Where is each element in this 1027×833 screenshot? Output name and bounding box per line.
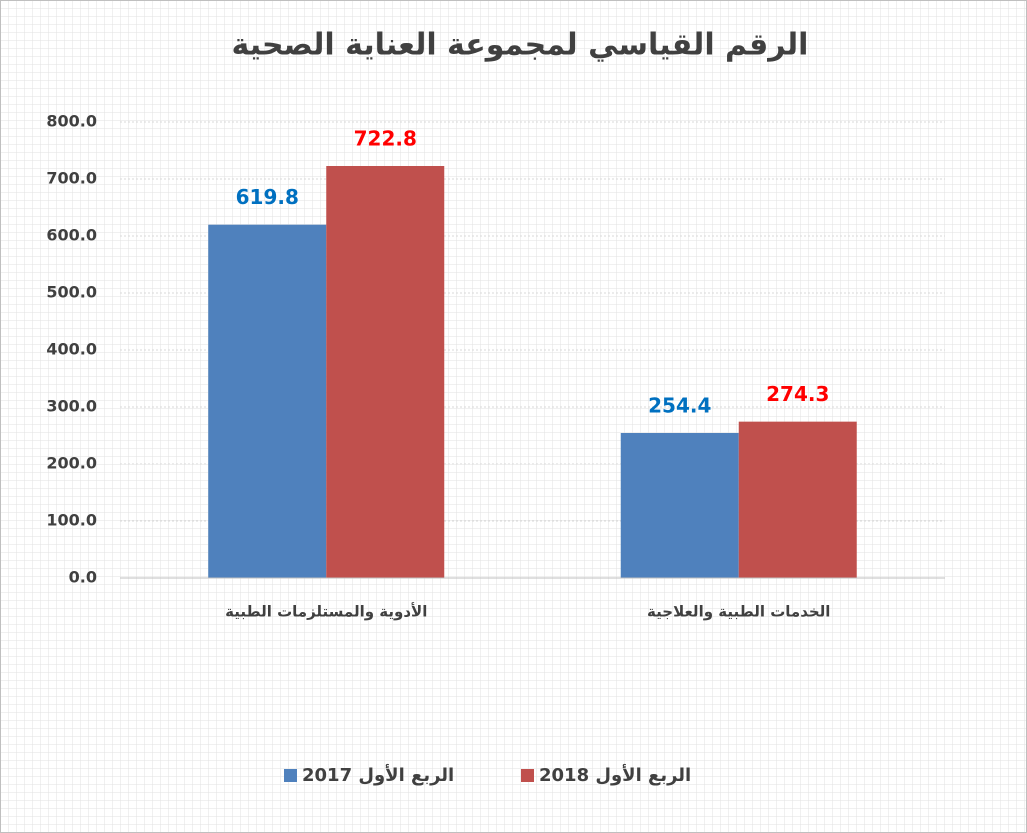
legend-swatch [521,769,534,782]
y-tick-label: 300.0 [46,397,97,416]
y-tick-label: 800.0 [46,112,97,131]
legend-swatch [284,769,297,782]
bar [208,224,327,579]
bar [620,432,739,578]
data-label: 274.3 [766,382,829,406]
legend-label: الربع الأول 2018 [539,764,691,786]
y-tick-label: 600.0 [46,226,97,245]
x-tick-label: الأدوية والمستلزمات الطبية [225,603,427,621]
data-label: 722.8 [354,127,417,151]
bar [738,421,857,578]
y-tick-label: 400.0 [46,340,97,359]
y-tick-label: 700.0 [46,169,97,188]
data-label: 254.4 [648,393,711,417]
y-tick-label: 500.0 [46,283,97,302]
x-tick-label: الخدمات الطبية والعلاجية [647,603,830,621]
y-tick-label: 200.0 [46,454,97,473]
data-label: 619.8 [236,185,299,209]
y-tick-label: 0.0 [69,568,97,587]
bar [326,166,445,578]
legend-label: الربع الأول 2017 [302,764,454,786]
y-tick-label: 100.0 [46,511,97,530]
chart-title: الرقم القياسي لمجموعة العناية الصحية [232,28,809,63]
